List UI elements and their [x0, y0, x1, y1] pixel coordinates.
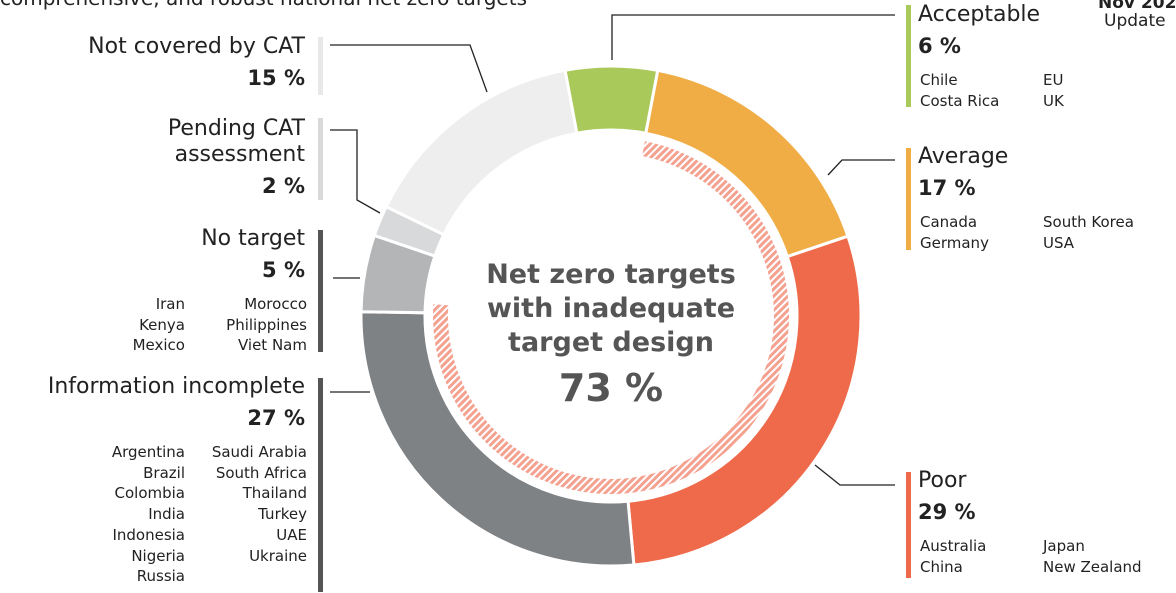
value-label: 29 %	[918, 500, 976, 524]
country: China	[920, 557, 963, 576]
country: Germany	[920, 233, 989, 252]
country: Russia	[136, 567, 185, 586]
leader-line	[330, 44, 488, 93]
update-label: Update	[1104, 11, 1166, 31]
category-label: Average	[918, 144, 1009, 169]
country: Costa Rica	[920, 91, 1000, 110]
value-label: 2 %	[262, 174, 305, 198]
label-bar	[318, 118, 323, 200]
value-label: 5 %	[262, 258, 305, 282]
leader-line	[611, 14, 895, 60]
country: India	[148, 505, 185, 524]
country: Indonesia	[112, 525, 185, 544]
country: Nigeria	[131, 546, 185, 565]
country: Ukraine	[249, 546, 307, 565]
country: New Zealand	[1043, 557, 1142, 576]
country: Colombia	[114, 484, 186, 503]
label-bar	[318, 37, 323, 95]
country: Iran	[155, 295, 185, 313]
category-label: Pending CAT assessment	[167, 116, 305, 167]
country: Australia	[920, 537, 987, 555]
value-label: 15 %	[247, 66, 305, 90]
country: Mexico	[132, 336, 185, 355]
center-text: Net zero targets with inadequate target …	[486, 259, 736, 358]
label-bar	[318, 378, 323, 592]
leader-line	[814, 464, 895, 486]
country: Morocco	[244, 295, 307, 313]
country: Philippines	[226, 315, 307, 334]
country: Turkey	[258, 505, 307, 524]
country: Saudi Arabia	[211, 443, 307, 461]
country: Viet Nam	[237, 336, 307, 355]
country: South Africa	[215, 463, 307, 482]
segment	[384, 68, 579, 237]
country: UK	[1043, 91, 1064, 110]
label-bar	[906, 5, 911, 107]
value-label: 6 %	[918, 34, 961, 58]
center-value: 73 %	[558, 366, 664, 410]
category-label: No target	[201, 226, 305, 251]
country: Thailand	[242, 484, 307, 503]
value-label: 17 %	[918, 176, 976, 200]
subtitle: comprehensive, and robust national net z…	[0, 0, 527, 10]
country: Chile	[920, 71, 958, 89]
date-label: Nov 202	[1098, 0, 1176, 13]
category-label: Poor	[918, 468, 967, 493]
country: EU	[1043, 71, 1064, 89]
segment	[626, 234, 863, 567]
segment	[563, 64, 660, 136]
category-label: Acceptable	[918, 2, 1041, 27]
country: South Korea	[1043, 213, 1134, 231]
leader-line	[827, 159, 895, 176]
country: Canada	[920, 213, 978, 231]
country: Argentina	[111, 443, 185, 461]
country: Japan	[1043, 537, 1085, 555]
country: Kenya	[139, 315, 185, 334]
label-bar	[906, 148, 911, 250]
category-label: Information incomplete	[47, 374, 305, 399]
country: Brazil	[143, 463, 185, 482]
leader-line	[330, 129, 381, 214]
country: USA	[1043, 233, 1075, 252]
label-bar	[318, 230, 323, 352]
country: UAE	[276, 525, 307, 544]
label-bar	[906, 472, 911, 578]
value-label: 27 %	[247, 406, 305, 430]
category-label: Not covered by CAT	[88, 34, 305, 59]
